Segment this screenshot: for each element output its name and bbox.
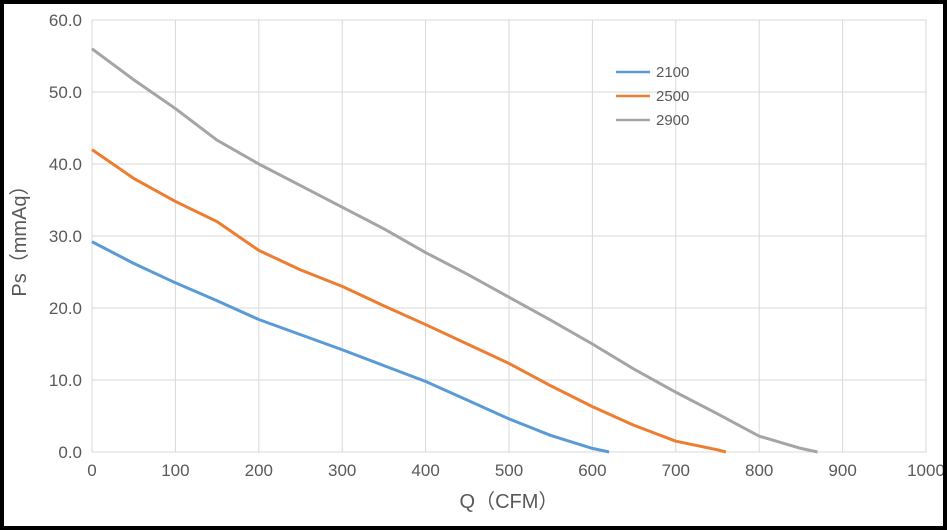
chart-frame: 0 100 200 300 400 500 600 700 800 900 1000 0.0 10.0 2…	[0, 0, 947, 530]
x-tick-label: 400	[411, 461, 439, 480]
x-tick-label: 1000	[907, 461, 943, 480]
x-tick-label: 900	[828, 461, 856, 480]
x-tick-label: 200	[245, 461, 273, 480]
x-tick-label: 100	[161, 461, 189, 480]
x-tick-label: 800	[745, 461, 773, 480]
y-tick-label: 30.0	[49, 227, 82, 246]
legend-label: 2500	[656, 88, 689, 105]
y-axis-title: Ps（mmAq）	[8, 175, 31, 296]
legend-label: 2900	[656, 112, 689, 129]
y-tick-label: 20.0	[49, 299, 82, 318]
x-tick-label: 0	[87, 461, 96, 480]
x-tick-label: 600	[578, 461, 606, 480]
y-tick-label: 60.0	[49, 11, 82, 30]
fan-curve-chart: 0 100 200 300 400 500 600 700 800 900 1000 0.0 10.0 2…	[4, 4, 943, 526]
x-tick-label: 700	[662, 461, 690, 480]
y-tick-label: 40.0	[49, 155, 82, 174]
y-tick-label: 10.0	[49, 371, 82, 390]
x-tick-label: 300	[328, 461, 356, 480]
x-tick-label: 500	[495, 461, 523, 480]
legend-label: 2100	[656, 64, 689, 81]
y-tick-label: 0.0	[58, 443, 82, 462]
x-axis-title: Q（CFM）	[460, 490, 559, 513]
y-tick-label: 50.0	[49, 83, 82, 102]
